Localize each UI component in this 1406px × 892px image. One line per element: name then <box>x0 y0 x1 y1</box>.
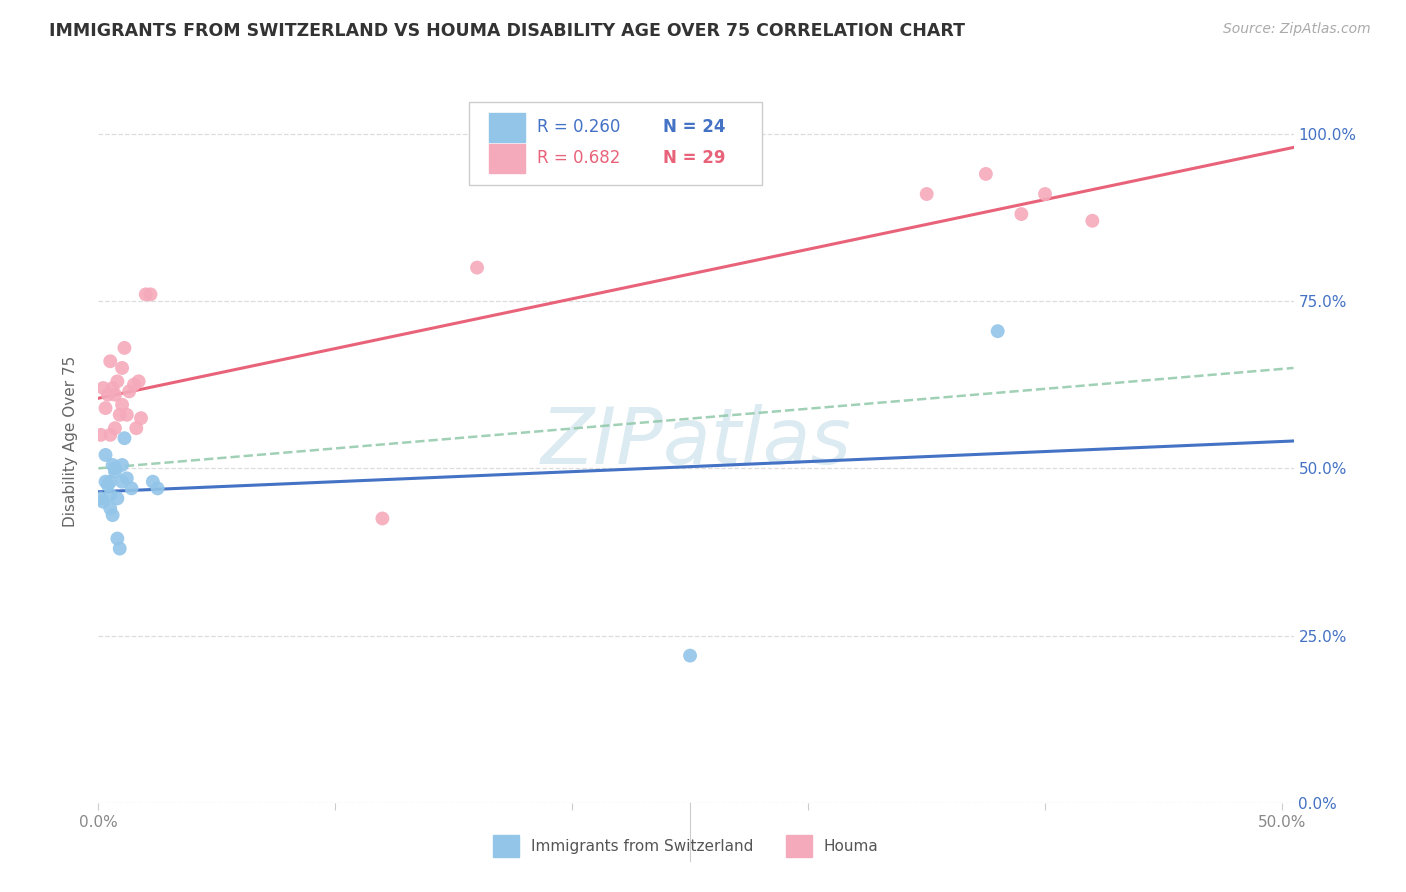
Point <box>121 482 143 496</box>
Point <box>114 341 136 355</box>
Point <box>139 287 162 301</box>
Point <box>104 461 127 475</box>
Point <box>135 287 157 301</box>
Point <box>94 475 117 489</box>
Point <box>111 458 134 472</box>
Point <box>94 401 117 416</box>
Point <box>105 375 128 389</box>
Point <box>111 475 134 489</box>
Point <box>97 478 120 492</box>
Point <box>104 465 127 479</box>
Point <box>108 541 131 556</box>
Text: R = 0.260: R = 0.260 <box>537 119 620 136</box>
Point <box>1081 214 1104 228</box>
Point <box>108 408 131 422</box>
Point <box>101 508 124 523</box>
Point <box>111 361 134 376</box>
FancyBboxPatch shape <box>489 112 524 142</box>
Point <box>91 494 114 508</box>
Point <box>101 458 124 472</box>
Point <box>371 511 394 525</box>
Text: N = 29: N = 29 <box>662 149 725 168</box>
Point <box>128 375 150 389</box>
Point <box>129 411 152 425</box>
Point <box>98 475 121 489</box>
Point <box>146 482 169 496</box>
Point <box>98 427 121 442</box>
Point <box>105 532 128 546</box>
Text: Houma: Houma <box>824 838 879 854</box>
FancyBboxPatch shape <box>489 144 524 173</box>
Text: ZIPatlas: ZIPatlas <box>540 403 852 480</box>
Point <box>142 475 165 489</box>
Point <box>101 381 124 395</box>
Point <box>111 398 134 412</box>
FancyBboxPatch shape <box>494 835 519 857</box>
Point <box>114 431 136 445</box>
FancyBboxPatch shape <box>786 835 811 857</box>
Point <box>90 491 112 506</box>
Point <box>115 471 138 485</box>
Y-axis label: Disability Age Over 75: Disability Age Over 75 <box>63 356 77 527</box>
Point <box>105 491 128 506</box>
Point <box>104 387 127 401</box>
Point <box>97 387 120 401</box>
Point <box>679 648 702 663</box>
Text: N = 24: N = 24 <box>662 119 725 136</box>
Point <box>465 260 488 275</box>
Point <box>118 384 141 399</box>
Point <box>987 324 1010 338</box>
Point <box>125 421 148 435</box>
Point <box>1010 207 1032 221</box>
Point <box>91 381 114 395</box>
Point <box>104 421 127 435</box>
Text: R = 0.682: R = 0.682 <box>537 149 620 168</box>
Point <box>98 501 121 516</box>
Point <box>94 448 117 462</box>
Point <box>115 408 138 422</box>
Point <box>90 427 112 442</box>
Point <box>98 354 121 368</box>
Point <box>974 167 997 181</box>
Point <box>122 377 145 392</box>
FancyBboxPatch shape <box>470 102 762 185</box>
Text: Immigrants from Switzerland: Immigrants from Switzerland <box>531 838 754 854</box>
Point <box>98 488 121 502</box>
Text: Source: ZipAtlas.com: Source: ZipAtlas.com <box>1223 22 1371 37</box>
Text: IMMIGRANTS FROM SWITZERLAND VS HOUMA DISABILITY AGE OVER 75 CORRELATION CHART: IMMIGRANTS FROM SWITZERLAND VS HOUMA DIS… <box>49 22 965 40</box>
Point <box>915 187 938 202</box>
Point <box>1033 187 1056 202</box>
